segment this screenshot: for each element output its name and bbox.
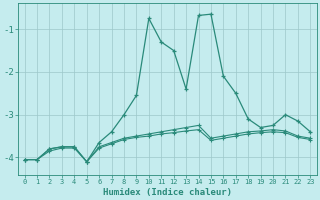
X-axis label: Humidex (Indice chaleur): Humidex (Indice chaleur): [103, 188, 232, 197]
